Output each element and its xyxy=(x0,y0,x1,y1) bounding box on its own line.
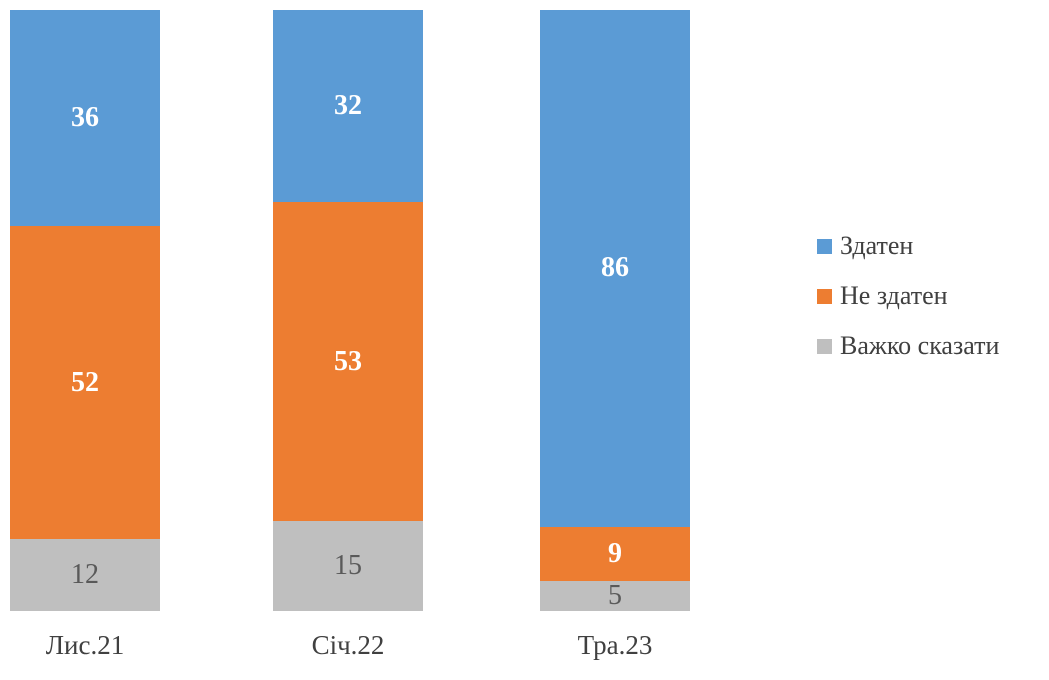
data-label: 15 xyxy=(334,549,362,581)
bar-segment-Здатен: 36 xyxy=(10,10,160,227)
stacked-bar-Лис.21: 36 52 12 xyxy=(10,10,160,611)
legend-label: Здатен xyxy=(840,231,914,260)
category-axis-label: Тра.23 xyxy=(577,630,653,660)
bar-segment-Важко сказати: 5 xyxy=(540,579,690,611)
data-label: 5 xyxy=(608,579,622,611)
bar-segment-Не здатен: 53 xyxy=(273,202,423,521)
chart-legend: Здатен Не здатен Важко сказати xyxy=(817,228,999,378)
data-label: 36 xyxy=(71,102,99,134)
legend-item-ne-zdaten: Не здатен xyxy=(817,278,999,314)
bar-segment-Не здатен: 9 xyxy=(540,526,690,581)
data-label: 9 xyxy=(608,537,622,569)
data-label: 53 xyxy=(334,345,362,377)
bar-segment-Важко сказати: 12 xyxy=(10,538,160,611)
legend-marker-orange-icon xyxy=(817,288,832,304)
category-axis-label: Лис.21 xyxy=(45,630,125,660)
bar-segment-Не здатен: 52 xyxy=(10,226,160,539)
legend-marker-blue-icon xyxy=(817,238,832,254)
data-label: 86 xyxy=(601,252,629,284)
legend-item-vazhko-skazaty: Важко сказати xyxy=(817,328,999,364)
bar-segment-Важко сказати: 15 xyxy=(273,520,423,611)
legend-label: Не здатен xyxy=(840,281,948,310)
bar-segment-Здатен: 32 xyxy=(273,10,423,203)
bar-segment-Здатен: 86 xyxy=(540,10,690,527)
stacked-bar-Тра.23: 86 9 5 xyxy=(540,10,690,611)
data-label: 12 xyxy=(71,558,99,590)
legend-item-zdaten: Здатен xyxy=(817,228,999,264)
data-label: 52 xyxy=(71,366,99,398)
category-axis-label: Січ.22 xyxy=(311,630,385,660)
data-label: 32 xyxy=(334,90,362,122)
stacked-bar-Січ.22: 32 53 15 xyxy=(273,10,423,611)
legend-label: Важко сказати xyxy=(840,331,1000,360)
legend-marker-gray-icon xyxy=(817,338,832,354)
